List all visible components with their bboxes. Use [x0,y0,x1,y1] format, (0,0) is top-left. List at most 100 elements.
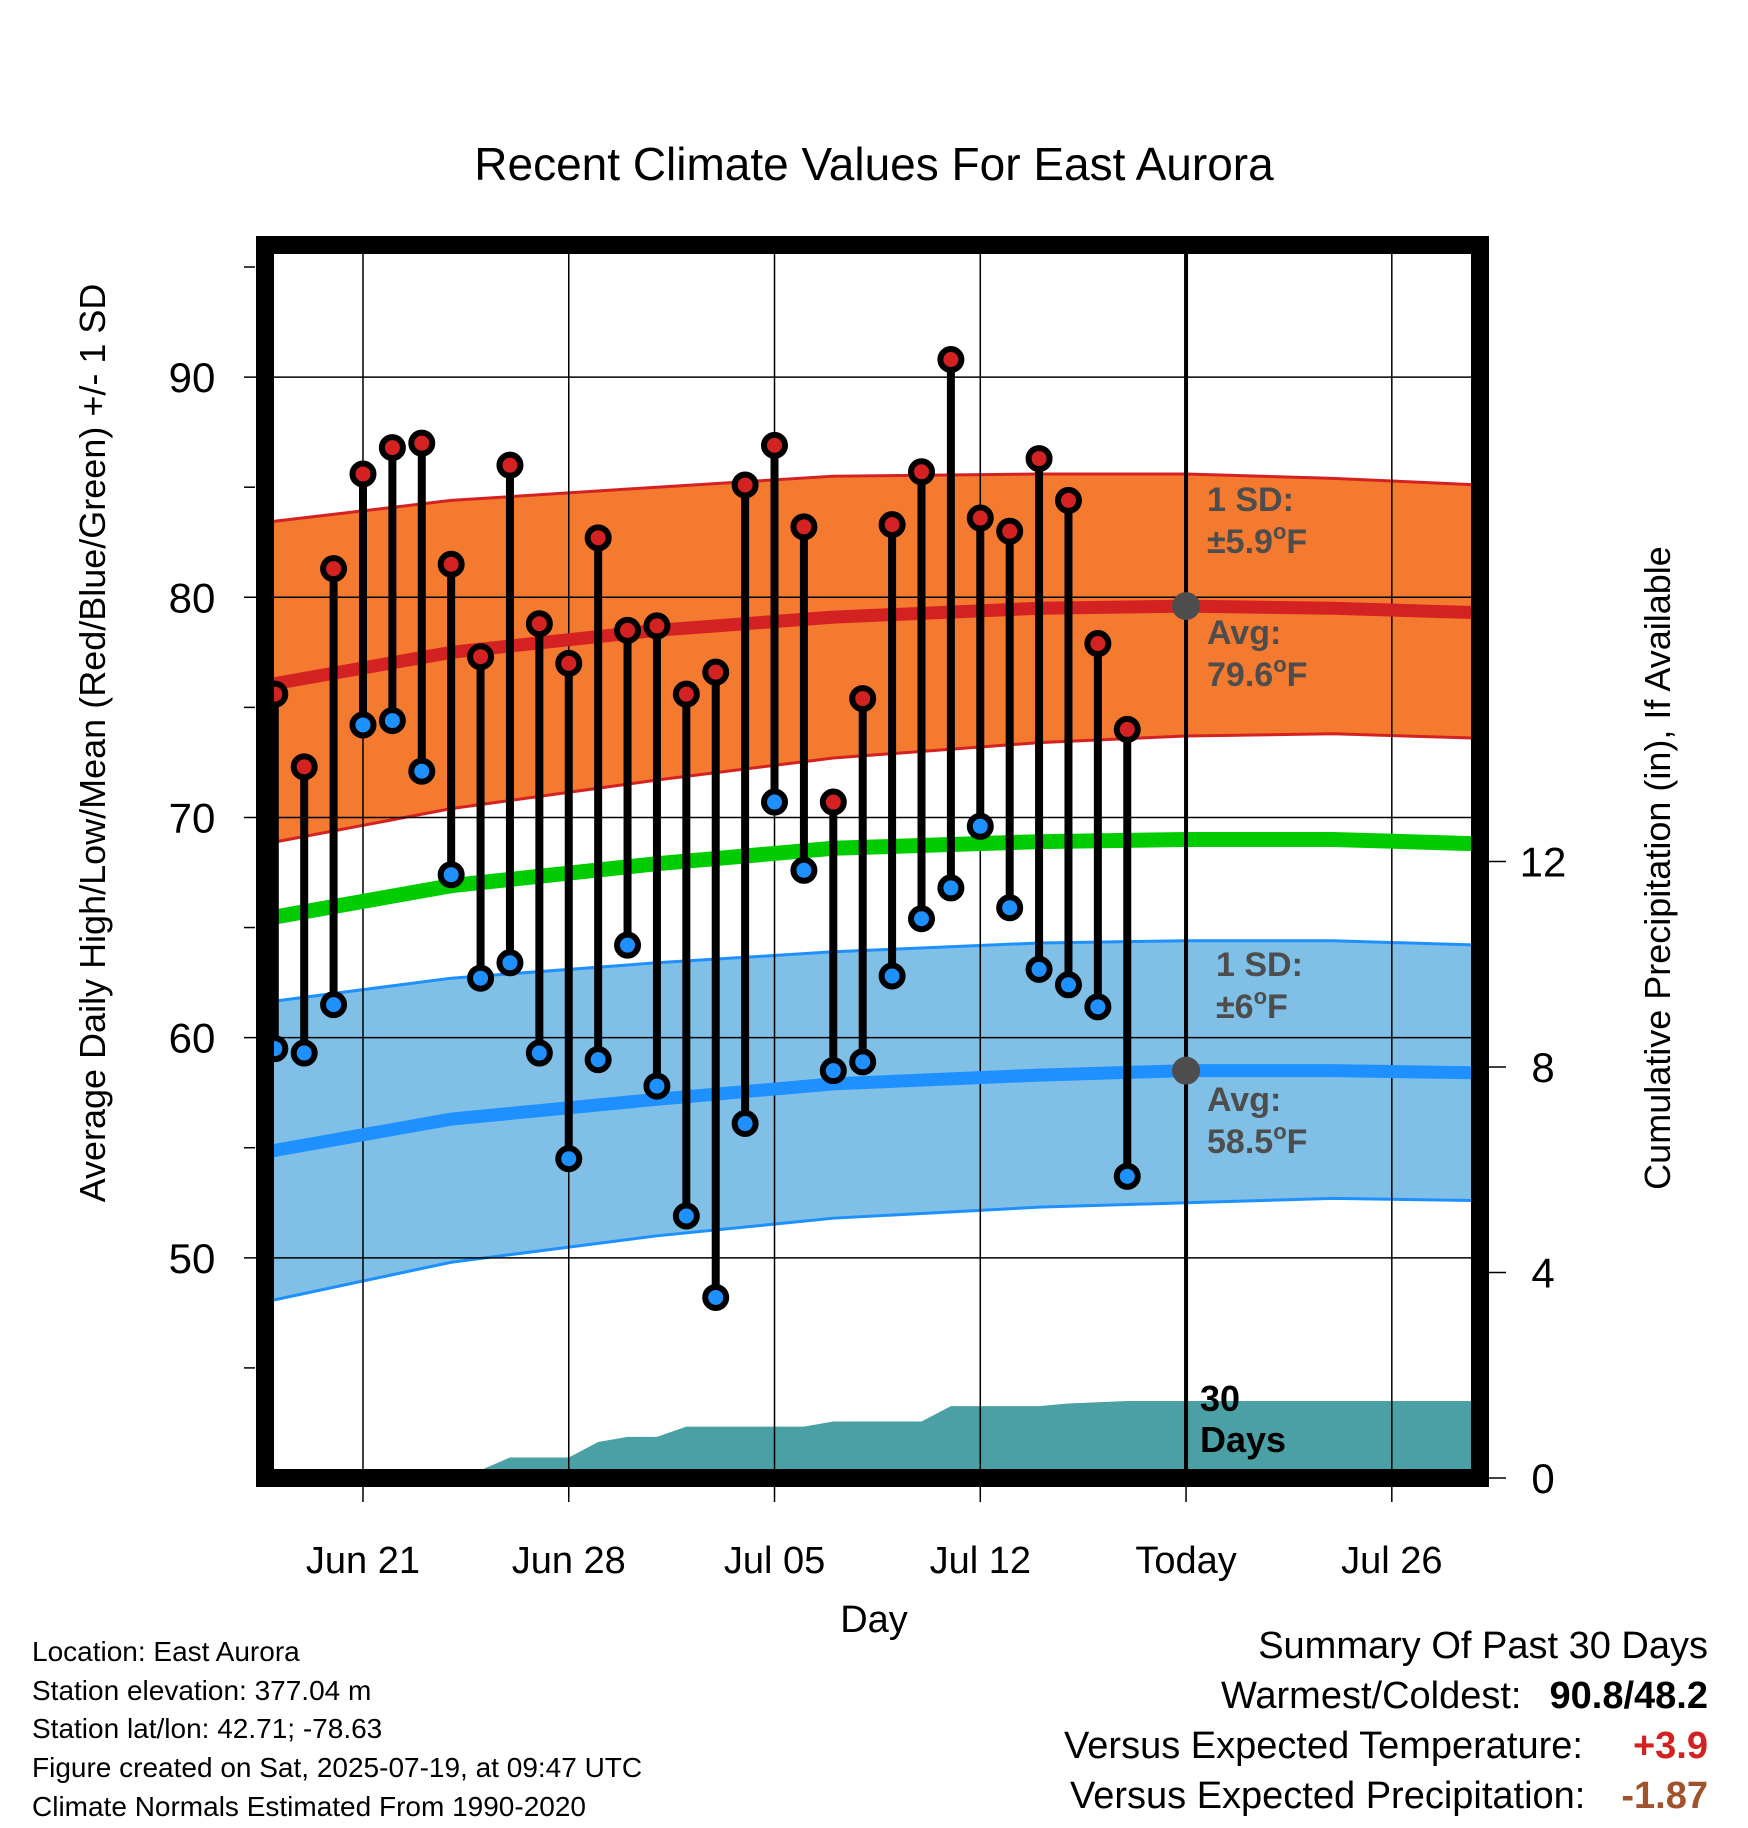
daily-high-point [1084,630,1112,658]
y-tick-label: 90 [169,354,216,401]
temp-label: Versus Expected Temperature: [1064,1725,1583,1767]
footer-elevation: Station elevation: 377.04 m [32,1675,372,1706]
summary-precip: Versus Expected Precipitation: -1.87 [1070,1775,1708,1818]
daily-high-point [584,524,612,552]
daily-high-point [1054,486,1082,514]
daily-low-point [878,962,906,990]
summary-temp: Versus Expected Temperature: +3.9 [1064,1725,1708,1768]
x-tick-label: Jul 12 [930,1540,1031,1582]
daily-high-point [907,458,935,486]
daily-low-point [290,1039,318,1067]
high-sd-upper-line [264,472,1481,524]
daily-high-point [790,513,818,541]
daily-low-point [761,788,789,816]
normal-low-line [263,1064,1481,1159]
precip-anomaly-value: -1.87 [1621,1775,1708,1817]
daily-low-point [849,1048,877,1076]
footer-location: Location: East Aurora [32,1636,300,1667]
daily-low-point [819,1057,847,1085]
x-tick-label: Jul 26 [1341,1540,1442,1582]
footer-normals: Climate Normals Estimated From 1990-2020 [32,1791,586,1822]
summary-warm-cold: Warmest/Coldest: 90.8/48.2 [1221,1675,1708,1718]
daily-low-point [966,812,994,840]
daily-high-point [349,460,377,488]
y-tick-label: 80 [169,574,216,621]
temp-anomaly-value: +3.9 [1632,1725,1708,1767]
x-axis-label: Day [840,1599,908,1641]
daily-low-point [996,894,1024,922]
daily-low-point [790,856,818,884]
daily-high-point [643,612,671,640]
today-low-avg-marker [1172,1056,1201,1085]
footer-latlon: Station lat/lon: 42.71; -78.63 [32,1713,383,1744]
daily-low-point [937,874,965,902]
precipitation-area [274,1400,1481,1478]
y2-tick-label: 4 [1531,1250,1554,1297]
plot-background [265,245,1480,1478]
warmest-value: 90.8 [1549,1675,1624,1717]
daily-high-point [555,649,583,677]
high-sd-lower-line [264,732,1481,846]
daily-low-point [1054,971,1082,999]
daily-low-point [555,1145,583,1173]
daily-low-point [1113,1162,1141,1190]
y-tick-label: 50 [169,1235,216,1282]
warm-cold-label: Warmest/Coldest: [1220,1675,1522,1717]
daily-high-point [849,685,877,713]
daily-high-point [378,434,406,462]
summary-title: Summary Of Past 30 Days [1258,1625,1708,1667]
daily-low-point [437,861,465,889]
daily-high-point [290,753,318,781]
footer-created: Figure created on Sat, 2025-07-19, at 09… [32,1752,643,1783]
daily-low-point [672,1202,700,1230]
daily-low-point [349,711,377,739]
low-sd-value: ±6oF [1216,984,1288,1026]
y2-tick-label: 0 [1531,1455,1554,1502]
daily-low-point [525,1039,553,1067]
today-high-avg-marker [1172,592,1201,621]
daily-high-point [525,610,553,638]
daily-high-point [966,504,994,532]
y-axis-label: Average Daily High/Low/Mean (Red/Blue/Gr… [72,284,113,1203]
daily-high-point [878,511,906,539]
slash: / [1623,1675,1635,1717]
daily-low-point [378,707,406,735]
y2-tick-label: 12 [1520,839,1567,886]
daily-low-point [1025,955,1053,983]
normal-mean-line [263,831,1481,927]
daily-high-point [996,517,1024,545]
precip-days-label: Days [1200,1419,1286,1460]
daily-low-point [907,905,935,933]
precip-days-number: 30 [1200,1378,1240,1419]
daily-low-point [584,1046,612,1074]
daily-low-point [643,1072,671,1100]
daily-low-point [467,964,495,992]
daily-high-point [937,345,965,373]
y2-tick-label: 8 [1531,1044,1554,1091]
daily-high-point [731,471,759,499]
x-tick-label: Jul 05 [724,1540,825,1582]
daily-high-point [1025,445,1053,473]
y2-axis-label: Cumulative Precipitation (in), If Availa… [1637,546,1678,1190]
daily-high-point [761,431,789,459]
daily-high-point [672,680,700,708]
daily-low-point [496,949,524,977]
x-tick-label: Jun 21 [306,1540,420,1582]
daily-high-point [437,550,465,578]
y-tick-label: 70 [169,794,216,841]
x-tick-label: Jun 28 [512,1540,626,1582]
precip-label: Versus Expected Precipitation: [1069,1775,1586,1817]
high-avg-label: Avg: [1207,614,1281,652]
daily-high-point [819,788,847,816]
high-avg-value: 79.6oF [1207,652,1307,694]
daily-high-point [496,451,524,479]
daily-low-point [731,1110,759,1138]
daily-high-point [467,643,495,671]
daily-low-point [408,757,436,785]
low-sd-label: 1 SD: [1216,946,1303,984]
daily-high-point [320,555,348,583]
daily-low-point [702,1283,730,1311]
daily-high-point [702,658,730,686]
daily-high-point [408,429,436,457]
